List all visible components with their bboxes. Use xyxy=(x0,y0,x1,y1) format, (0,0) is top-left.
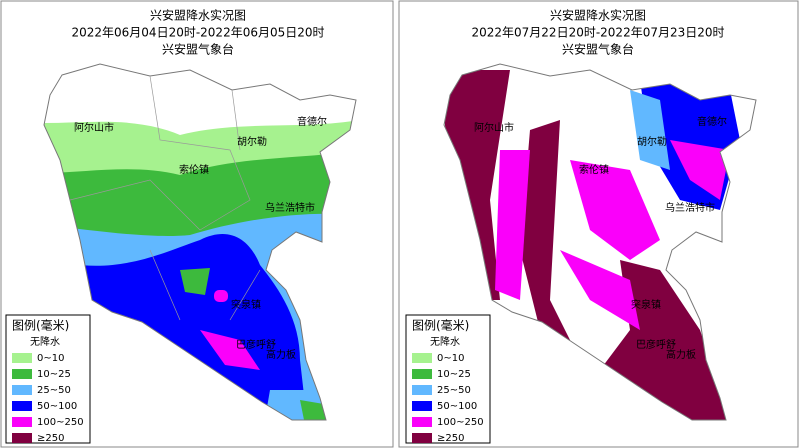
map-agency: 兴安盟气象台 xyxy=(162,42,234,57)
legend-label: 50~100 xyxy=(437,401,477,412)
legend-title: 图例(毫米) xyxy=(412,318,469,333)
legend: 图例(毫米) 无降水 0~10 10~25 25~50 50~100 100~250 ≥250 xyxy=(5,314,91,444)
place-label: 索伦镇 xyxy=(579,163,609,176)
panel-border xyxy=(398,0,799,448)
legend-label: 10~25 xyxy=(37,369,71,380)
map-title: 兴安盟降水实况图 xyxy=(550,8,646,23)
place-label: 高力板 xyxy=(266,348,296,361)
place-label: 索伦镇 xyxy=(179,163,209,176)
legend-swatch xyxy=(12,385,32,395)
legend-swatch xyxy=(12,417,32,427)
legend-label: 100~250 xyxy=(437,417,484,428)
place-label: 巴彦呼舒 xyxy=(236,338,276,351)
legend-label: 0~10 xyxy=(37,353,64,364)
map-agency: 兴安盟气象台 xyxy=(562,42,634,57)
place-label: 胡尔勒 xyxy=(237,135,267,148)
legend-label: 0~10 xyxy=(437,353,464,364)
map-panel: 兴安盟降水实况图 2022年07月22日20时-2022年07月23日20时兴安盟… xyxy=(405,8,757,444)
map-period: 2022年06月04日20时-2022年06月05日20时 xyxy=(71,26,324,40)
legend: 图例(毫米) 无降水 0~10 10~25 25~50 50~100 100~250 ≥250 xyxy=(405,314,491,444)
place-label: 突泉镇 xyxy=(631,298,661,311)
legend-label: 25~50 xyxy=(37,385,71,396)
place-label: 高力板 xyxy=(666,348,696,361)
map-period: 2022年07月22日20时-2022年07月23日20时 xyxy=(471,26,724,40)
legend-label: 50~100 xyxy=(37,401,77,412)
panel-border xyxy=(0,0,394,448)
legend-swatch xyxy=(412,385,432,395)
map-title: 兴安盟降水实况图 xyxy=(150,8,246,23)
place-label: 阿尔山市 xyxy=(474,121,514,134)
place-label: 音德尔 xyxy=(697,115,727,128)
place-label: 胡尔勒 xyxy=(637,135,667,148)
legend-label: ≥250 xyxy=(437,433,464,444)
place-label: 音德尔 xyxy=(297,115,327,128)
legend-swatch xyxy=(12,369,32,379)
legend-swatch xyxy=(12,433,32,443)
legend-label: 无降水 xyxy=(30,335,60,348)
legend-label: 25~50 xyxy=(437,385,471,396)
legend-swatch xyxy=(412,433,432,443)
legend-label: ≥250 xyxy=(37,433,64,444)
place-label: 乌兰浩特市 xyxy=(665,201,715,214)
legend-swatch xyxy=(412,369,432,379)
legend-swatch xyxy=(412,401,432,411)
place-label: 阿尔山市 xyxy=(74,121,114,134)
place-label: 突泉镇 xyxy=(231,298,261,311)
legend-swatch xyxy=(12,353,32,363)
legend-label: 100~250 xyxy=(37,417,84,428)
legend-swatch xyxy=(412,417,432,427)
legend-label: 无降水 xyxy=(430,335,460,348)
map-panel: 兴安盟降水实况图 2022年06月04日20时-2022年06月05日20时兴安盟… xyxy=(5,8,357,444)
legend-swatch xyxy=(12,401,32,411)
place-label: 巴彦呼舒 xyxy=(636,338,676,351)
legend-label: 10~25 xyxy=(437,369,471,380)
legend-swatch xyxy=(412,353,432,363)
place-label: 乌兰浩特市 xyxy=(265,201,315,214)
legend-title: 图例(毫米) xyxy=(12,318,69,333)
